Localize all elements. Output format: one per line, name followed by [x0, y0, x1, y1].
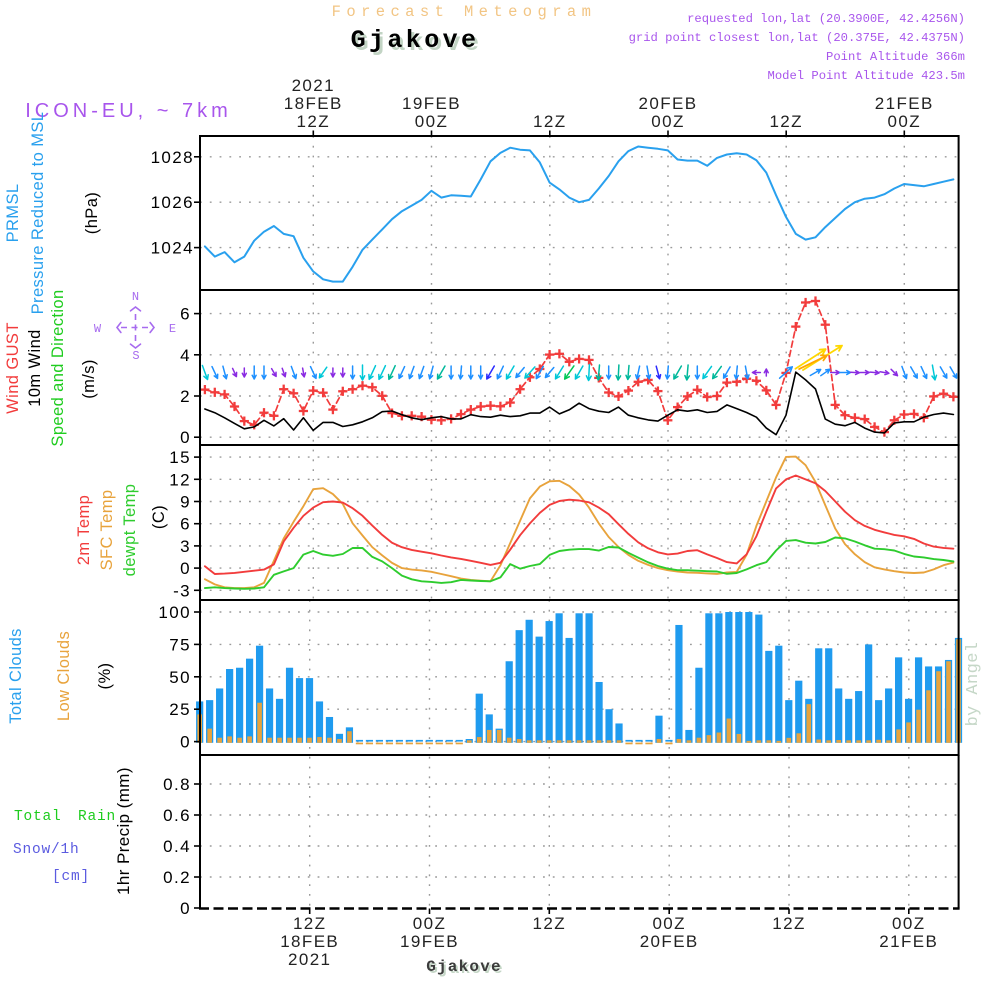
svg-text:grid point closest lon,lat (20: grid point closest lon,lat (20.375E, 42.…	[629, 31, 965, 45]
svg-text:20FEB: 20FEB	[640, 932, 699, 951]
svg-text:00Z: 00Z	[652, 914, 686, 933]
svg-text:19FEB: 19FEB	[402, 94, 461, 113]
svg-text:Gjakove: Gjakove	[428, 960, 504, 978]
svg-text:2021: 2021	[288, 950, 331, 969]
svg-text:Total Clouds: Total Clouds	[7, 628, 25, 724]
svg-text:10m Wind: 10m Wind	[26, 329, 44, 406]
svg-text:Snow/1h: Snow/1h	[13, 842, 80, 858]
svg-text:SFC Temp: SFC Temp	[98, 490, 116, 571]
svg-text:50: 50	[169, 668, 191, 687]
svg-text:19FEB: 19FEB	[400, 932, 459, 951]
svg-text:Gjakove: Gjakove	[354, 29, 483, 58]
svg-text:(hPa): (hPa)	[83, 192, 101, 234]
svg-text:15: 15	[169, 448, 191, 467]
svg-text:18FEB: 18FEB	[280, 932, 339, 951]
svg-text:Speed and Direction: Speed and Direction	[49, 289, 67, 446]
svg-text:[cm]: [cm]	[52, 869, 90, 885]
svg-text:12Z: 12Z	[297, 112, 331, 131]
svg-text:-3: -3	[173, 581, 191, 600]
svg-text:00Z: 00Z	[892, 914, 926, 933]
svg-text:12Z: 12Z	[293, 914, 327, 933]
svg-text:Gjakove: Gjakove	[351, 26, 480, 55]
svg-text:0: 0	[180, 428, 191, 447]
svg-text:PRMSL: PRMSL	[4, 184, 22, 243]
svg-text:dewpt Temp: dewpt Temp	[121, 484, 139, 577]
svg-text:Gjakove: Gjakove	[426, 958, 502, 976]
svg-text:1hr Precip (mm): 1hr Precip (mm)	[114, 767, 133, 895]
svg-text:(C): (C)	[150, 505, 168, 529]
svg-text:100: 100	[158, 603, 191, 622]
svg-text:1028: 1028	[151, 148, 194, 167]
svg-text:00Z: 00Z	[413, 914, 447, 933]
svg-text:9: 9	[180, 493, 191, 512]
svg-text:0.4: 0.4	[163, 837, 191, 856]
svg-text:0: 0	[180, 559, 191, 578]
svg-text:(%): (%)	[96, 663, 114, 690]
svg-text:12: 12	[169, 470, 191, 489]
svg-text:20FEB: 20FEB	[639, 94, 698, 113]
svg-text:6: 6	[180, 305, 191, 324]
svg-text:1026: 1026	[151, 193, 194, 212]
svg-text:requested lon,lat (20.3900E, 4: requested lon,lat (20.3900E, 42.4256N)	[687, 12, 965, 26]
svg-text:Rain: Rain	[78, 809, 116, 825]
svg-text:21FEB: 21FEB	[875, 94, 934, 113]
svg-text:75: 75	[169, 635, 191, 654]
svg-text:S: S	[132, 349, 139, 363]
svg-text:4: 4	[180, 346, 191, 365]
svg-text:0.2: 0.2	[163, 868, 191, 887]
svg-text:Model Point Altitude 423.5m: Model Point Altitude 423.5m	[768, 69, 965, 83]
svg-text:Forecast Meteogram: Forecast Meteogram	[332, 3, 597, 21]
svg-text:12Z: 12Z	[533, 914, 567, 933]
svg-text:2m Temp: 2m Temp	[75, 495, 93, 565]
svg-text:2021: 2021	[292, 76, 335, 95]
svg-text:0.8: 0.8	[163, 775, 191, 794]
svg-text:00Z: 00Z	[888, 112, 922, 131]
svg-text:2: 2	[180, 387, 191, 406]
svg-text:12Z: 12Z	[772, 914, 806, 933]
svg-text:0: 0	[180, 899, 191, 918]
svg-text:0: 0	[180, 733, 191, 752]
svg-text:Point Altitude 366m: Point Altitude 366m	[826, 50, 965, 64]
svg-text:3: 3	[180, 537, 191, 556]
svg-text:6: 6	[180, 515, 191, 534]
svg-text:Total: Total	[14, 809, 62, 825]
svg-text:E: E	[169, 322, 176, 336]
svg-text:21FEB: 21FEB	[879, 932, 938, 951]
svg-text:by Angel: by Angel	[964, 642, 983, 727]
svg-text:1024: 1024	[151, 239, 194, 258]
svg-text:N: N	[132, 290, 139, 304]
svg-text:Wind GUST: Wind GUST	[4, 322, 22, 414]
svg-text:(m/s): (m/s)	[80, 359, 98, 399]
svg-text:Pressure Reduced to MSL: Pressure Reduced to MSL	[29, 112, 47, 315]
svg-text:25: 25	[169, 700, 191, 719]
svg-text:00Z: 00Z	[415, 112, 449, 131]
svg-text:W: W	[94, 322, 102, 336]
svg-text:12Z: 12Z	[533, 112, 567, 131]
svg-text:0.6: 0.6	[163, 806, 191, 825]
svg-text:18FEB: 18FEB	[284, 94, 343, 113]
svg-text:00Z: 00Z	[651, 112, 685, 131]
svg-text:Low Clouds: Low Clouds	[55, 631, 73, 721]
svg-text:ICON-EU, ~ 7km: ICON-EU, ~ 7km	[25, 100, 232, 122]
svg-text:12Z: 12Z	[769, 112, 803, 131]
